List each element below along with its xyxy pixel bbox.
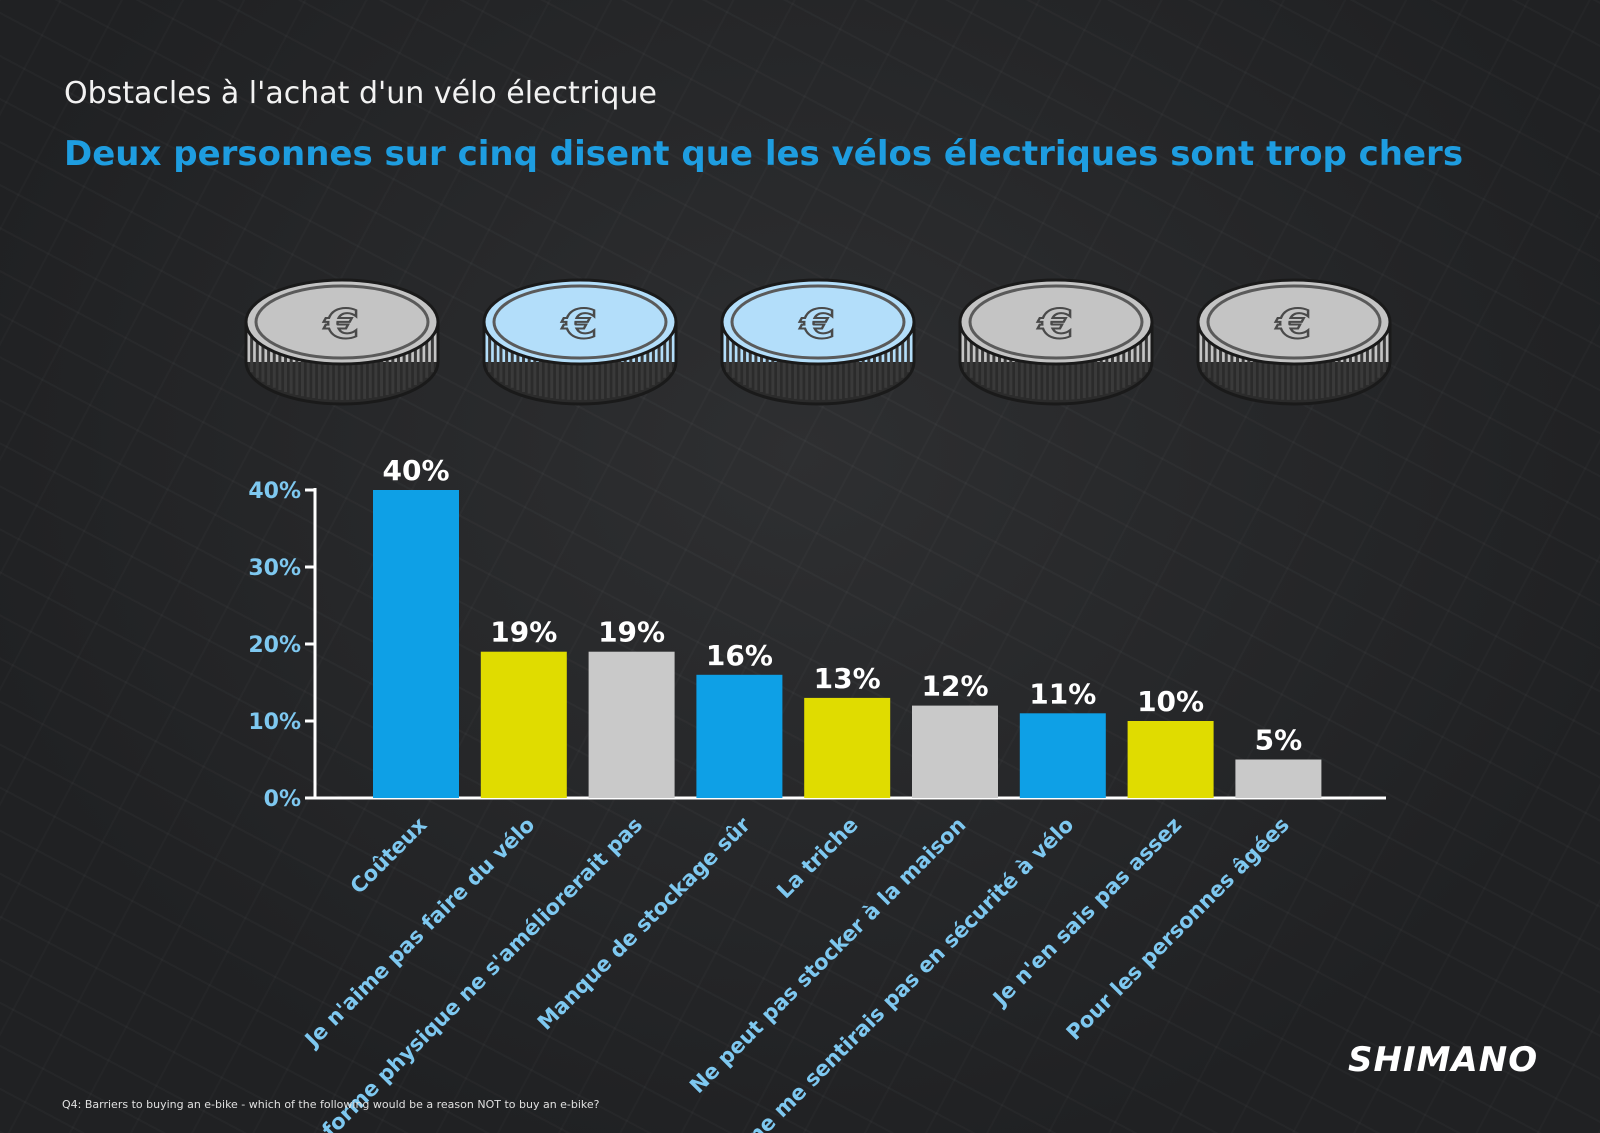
y-tick-label: 0% xyxy=(264,787,301,812)
bar xyxy=(696,674,783,798)
y-tick-label: 30% xyxy=(248,556,301,581)
bar xyxy=(912,705,998,798)
y-tick-label: 10% xyxy=(248,710,301,735)
coin-icon: € xyxy=(720,278,916,406)
bar-value-label: 19% xyxy=(598,616,665,649)
kicker-title: Obstacles à l'achat d'un vélo électrique xyxy=(64,76,657,111)
coin-illustration: € € € € € xyxy=(244,278,1392,406)
y-tick-label: 20% xyxy=(248,633,301,658)
bar-value-label: 10% xyxy=(1137,685,1204,718)
bar xyxy=(480,651,567,798)
bar xyxy=(1127,721,1214,798)
bar xyxy=(373,490,459,798)
bar-value-label: 11% xyxy=(1029,677,1096,710)
category-label: Coûteux xyxy=(346,812,432,898)
bar-value-label: 40% xyxy=(382,454,449,487)
bar xyxy=(1019,713,1106,798)
bar-value-label: 19% xyxy=(490,616,557,649)
coin-icon: € xyxy=(1196,278,1392,406)
category-label: Je n'aime pas faire du vélo xyxy=(299,813,539,1053)
category-label: Manque de stockage sûr xyxy=(533,812,756,1035)
y-tick-label: 40% xyxy=(248,479,301,504)
euro-glyph: € xyxy=(800,301,836,348)
bar xyxy=(1235,759,1322,798)
euro-glyph: € xyxy=(1276,301,1312,348)
category-label: La triche xyxy=(772,813,863,904)
bar xyxy=(804,697,891,798)
coin-icon: € xyxy=(244,278,440,406)
bar-value-label: 16% xyxy=(706,639,773,672)
bar xyxy=(588,651,675,798)
euro-glyph: € xyxy=(1038,301,1074,348)
euro-glyph: € xyxy=(562,301,598,348)
bar-value-label: 5% xyxy=(1255,724,1303,757)
euro-glyph: € xyxy=(324,301,360,348)
category-label: Je n'en sais pas assez xyxy=(987,813,1186,1012)
shimano-logo: SHIMANO xyxy=(1348,1040,1539,1080)
bar-value-label: 13% xyxy=(814,662,881,695)
bar-value-label: 12% xyxy=(921,670,988,703)
coin-icon: € xyxy=(958,278,1154,406)
survey-footnote: Q4: Barriers to buying an e-bike - which… xyxy=(62,1098,600,1111)
category-label: Pour les personnes âgées xyxy=(1062,813,1294,1045)
headline: Deux personnes sur cinq disent que les v… xyxy=(64,134,1464,174)
coin-icon: € xyxy=(482,278,678,406)
